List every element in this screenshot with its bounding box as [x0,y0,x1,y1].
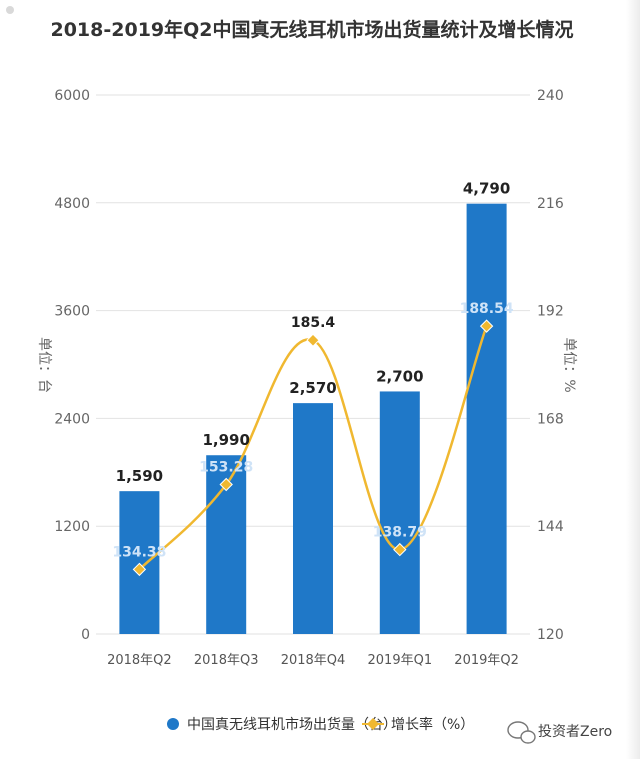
growth-point [306,333,320,347]
right-axis-label: 单位：% [561,337,577,392]
bar-series [119,203,507,634]
chart-title: 2018-2019年Q2中国真无线耳机市场出货量统计及增长情况 [50,18,573,41]
growth-value-label: 188.54 [460,301,514,317]
bar-value-label: 2,700 [376,367,423,385]
legend-bar-swatch [167,718,179,730]
legend-bar-label: 中国真无线耳机市场出货量（台） [187,716,397,733]
brand-text: 投资者Zero [538,724,612,740]
bar [379,391,420,634]
edge-shadow [626,0,640,759]
chat-bubble-icon [507,721,536,744]
left-tick-label: 3600 [54,304,90,320]
right-tick-label: 216 [537,196,564,212]
growth-point [219,477,233,492]
growth-line [138,325,488,571]
category-labels: 2018年Q2 2018年Q3 2018年Q4 2019年Q1 2019年Q2 [107,653,519,668]
right-tick-label: 240 [537,88,564,104]
bar-value-label: 4,790 [463,180,510,198]
brand-mark: 投资者Zero [507,721,612,744]
left-tick-label: 2400 [54,411,90,427]
category-label: 2018年Q3 [194,653,259,668]
line-series [132,319,494,577]
data-labels: 1,590 1,990 2,570 2,700 4,790 134.38 153.28 185… [112,180,513,561]
category-label: 2018年Q4 [281,653,346,668]
growth-value-label: 134.38 [112,544,166,560]
growth-point [132,562,147,577]
growth-value-label: 153.28 [199,460,253,476]
category-label: 2019年Q2 [454,653,519,668]
left-tick-label: 6000 [54,88,90,104]
legend-line-marker [367,718,379,730]
growth-value-label: 185.4 [291,315,336,331]
right-tick-label: 168 [537,411,564,427]
right-tick-label: 120 [537,627,564,643]
growth-value-label: 138.79 [373,525,427,541]
growth-point [479,319,494,333]
right-tick-label: 192 [537,304,564,320]
bar [466,203,507,634]
left-tick-label: 4800 [54,196,90,212]
legend: 中国真无线耳机市场出货量（台） 增长率（%） [167,716,474,733]
right-axis-ticks: 120 144 168 192 216 240 [537,88,564,643]
right-tick-label: 144 [537,519,564,535]
bar [119,491,160,634]
left-tick-label: 0 [81,627,90,643]
bar-value-label: 1,990 [202,431,249,449]
bar [293,403,333,634]
legend-line-label: 增长率（%） [391,716,474,733]
bar-value-label: 1,590 [116,467,163,485]
left-axis-label: 单位：台 [36,337,52,393]
bar-value-label: 2,570 [289,379,336,397]
left-axis-ticks: 0 1200 2400 3600 4800 6000 [54,88,90,643]
corner-dot [6,6,14,14]
growth-point [393,542,407,557]
left-tick-label: 1200 [54,519,90,535]
category-label: 2019年Q1 [368,653,433,668]
category-label: 2018年Q2 [107,653,172,668]
